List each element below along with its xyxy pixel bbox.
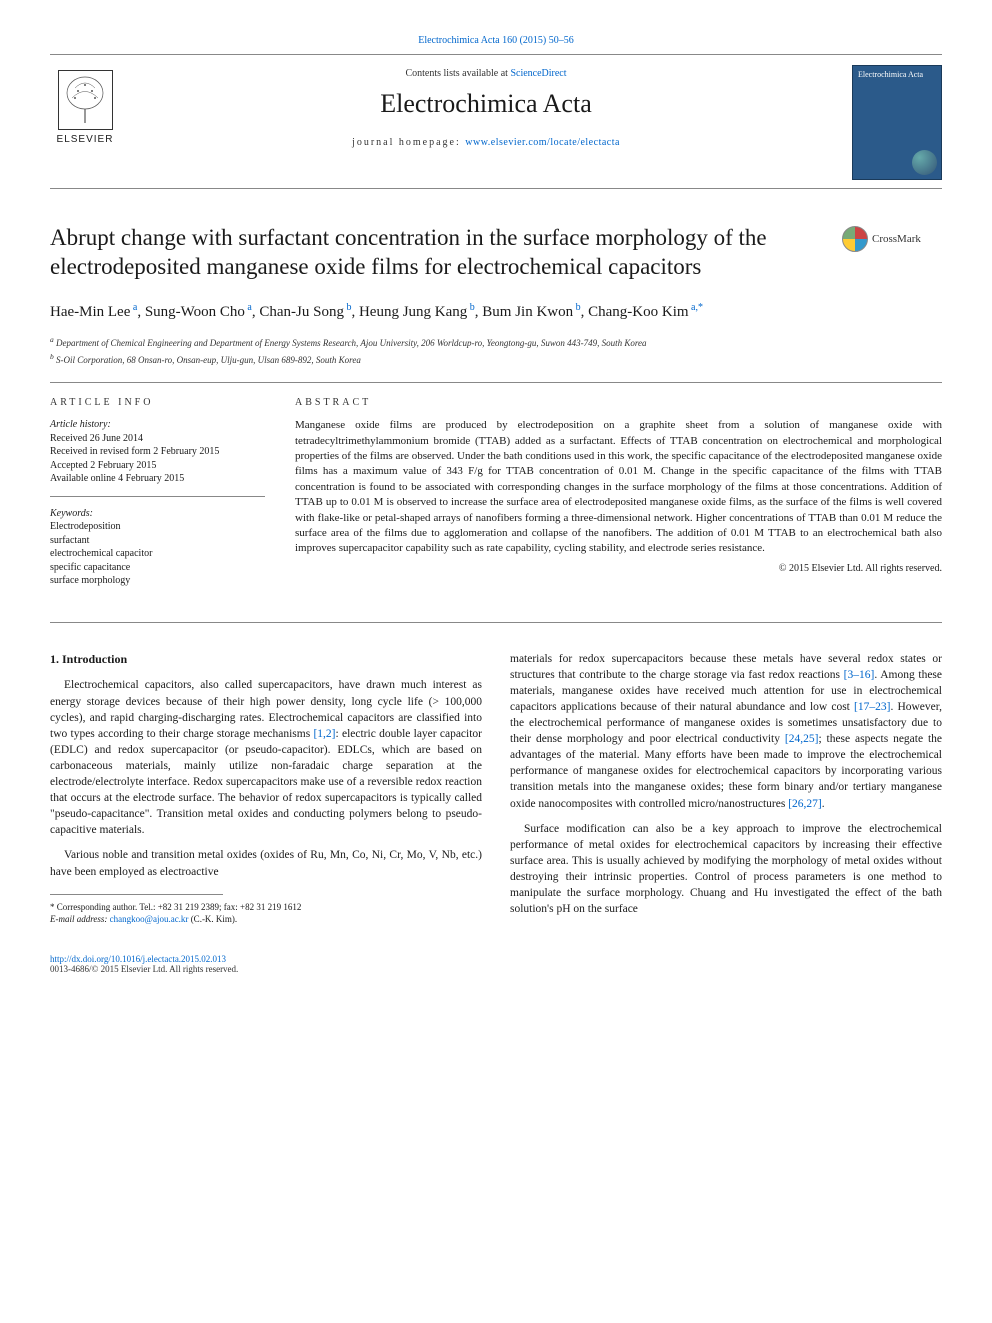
homepage-label: journal homepage: [352, 137, 465, 148]
page-footer: http://dx.doi.org/10.1016/j.electacta.20… [50, 954, 942, 974]
ref-link[interactable]: [24,25] [785, 733, 819, 745]
ref-link[interactable]: [3–16] [844, 669, 875, 681]
contents-prefix: Contents lists available at [405, 68, 510, 79]
history-label: Article history: [50, 418, 265, 432]
article-title: Abrupt change with surfactant concentrat… [50, 224, 942, 282]
crossmark-icon [842, 226, 868, 252]
abstract-text: Manganese oxide films are produced by el… [295, 418, 942, 557]
footnote-text: Corresponding author. Tel.: +82 31 219 2… [57, 902, 302, 912]
cover-thumb-title: Electrochimica Acta [858, 71, 936, 80]
ref-link[interactable]: [17–23] [854, 701, 890, 713]
masthead: ELSEVIER Contents lists available at Sci… [50, 54, 942, 189]
contents-line: Contents lists available at ScienceDirec… [120, 68, 852, 79]
keywords-block: Keywords: Electrodepositionsurfactantele… [50, 507, 265, 598]
history-line: Accepted 2 February 2015 [50, 459, 265, 473]
corresponding-email-link[interactable]: changkoo@ajou.ac.kr [110, 914, 189, 924]
body-columns: 1. Introduction Electrochemical capacito… [50, 651, 942, 934]
abstract-heading: ABSTRACT [295, 397, 942, 408]
issn-copyright: 0013-4686/© 2015 Elsevier Ltd. All right… [50, 964, 238, 974]
ref-link[interactable]: [1,2] [313, 728, 335, 740]
body-col-left: 1. Introduction Electrochemical capacito… [50, 651, 482, 934]
issue-citation: Electrochimica Acta 160 (2015) 50–56 [50, 35, 942, 46]
keywords-label: Keywords: [50, 507, 265, 521]
article-history: Article history: Received 26 June 2014Re… [50, 418, 265, 497]
keyword: specific capacitance [50, 561, 265, 575]
footnote-separator [50, 894, 223, 895]
elsevier-tree-icon [58, 70, 113, 130]
homepage-line: journal homepage: www.elsevier.com/locat… [120, 137, 852, 148]
footnote-marker: * [50, 902, 55, 912]
body-paragraph: Surface modification can also be a key a… [510, 821, 942, 918]
article-info-col: ARTICLE INFO Article history: Received 2… [50, 383, 280, 622]
journal-cover-thumb: Electrochimica Acta [852, 65, 942, 180]
abstract-copyright: © 2015 Elsevier Ltd. All rights reserved… [295, 563, 942, 574]
body-paragraph: Electrochemical capacitors, also called … [50, 677, 482, 838]
body-paragraph: materials for redox supercapacitors beca… [510, 651, 942, 812]
keyword: surface morphology [50, 574, 265, 588]
journal-name: Electrochimica Acta [120, 89, 852, 119]
affiliation: a Department of Chemical Engineering and… [50, 335, 942, 350]
ref-link[interactable]: [26,27] [788, 798, 822, 810]
publisher-logo: ELSEVIER [50, 65, 120, 145]
homepage-link[interactable]: www.elsevier.com/locate/electacta [465, 137, 620, 148]
corresponding-author-footnote: * Corresponding author. Tel.: +82 31 219… [50, 901, 482, 925]
abstract-col: ABSTRACT Manganese oxide films are produ… [280, 383, 942, 622]
history-line: Available online 4 February 2015 [50, 472, 265, 486]
crossmark-badge[interactable]: CrossMark [842, 224, 942, 254]
crossmark-label: CrossMark [872, 233, 921, 245]
article-info-heading: ARTICLE INFO [50, 397, 265, 408]
publisher-name: ELSEVIER [57, 134, 114, 145]
affiliation: b S-Oil Corporation, 68 Onsan-ro, Onsan-… [50, 352, 942, 367]
email-suffix: (C.-K. Kim). [191, 914, 238, 924]
sciencedirect-link[interactable]: ScienceDirect [510, 68, 566, 79]
keyword: electrochemical capacitor [50, 547, 265, 561]
meta-abstract-block: ARTICLE INFO Article history: Received 2… [50, 382, 942, 623]
issue-citation-link[interactable]: Electrochimica Acta 160 (2015) 50–56 [418, 35, 574, 46]
article-head: CrossMark Abrupt change with surfactant … [50, 224, 942, 366]
body-paragraph: Various noble and transition metal oxide… [50, 847, 482, 879]
section-heading-intro: 1. Introduction [50, 651, 482, 668]
body-col-right: materials for redox supercapacitors beca… [510, 651, 942, 934]
keyword: surfactant [50, 534, 265, 548]
email-label: E-mail address: [50, 914, 107, 924]
author-list: Hae-Min Lee a, Sung-Woon Cho a, Chan-Ju … [50, 300, 942, 324]
globe-icon [912, 150, 937, 175]
history-line: Received in revised form 2 February 2015 [50, 445, 265, 459]
masthead-center: Contents lists available at ScienceDirec… [120, 65, 852, 148]
history-line: Received 26 June 2014 [50, 432, 265, 446]
keyword: Electrodeposition [50, 520, 265, 534]
doi-link[interactable]: http://dx.doi.org/10.1016/j.electacta.20… [50, 954, 226, 964]
